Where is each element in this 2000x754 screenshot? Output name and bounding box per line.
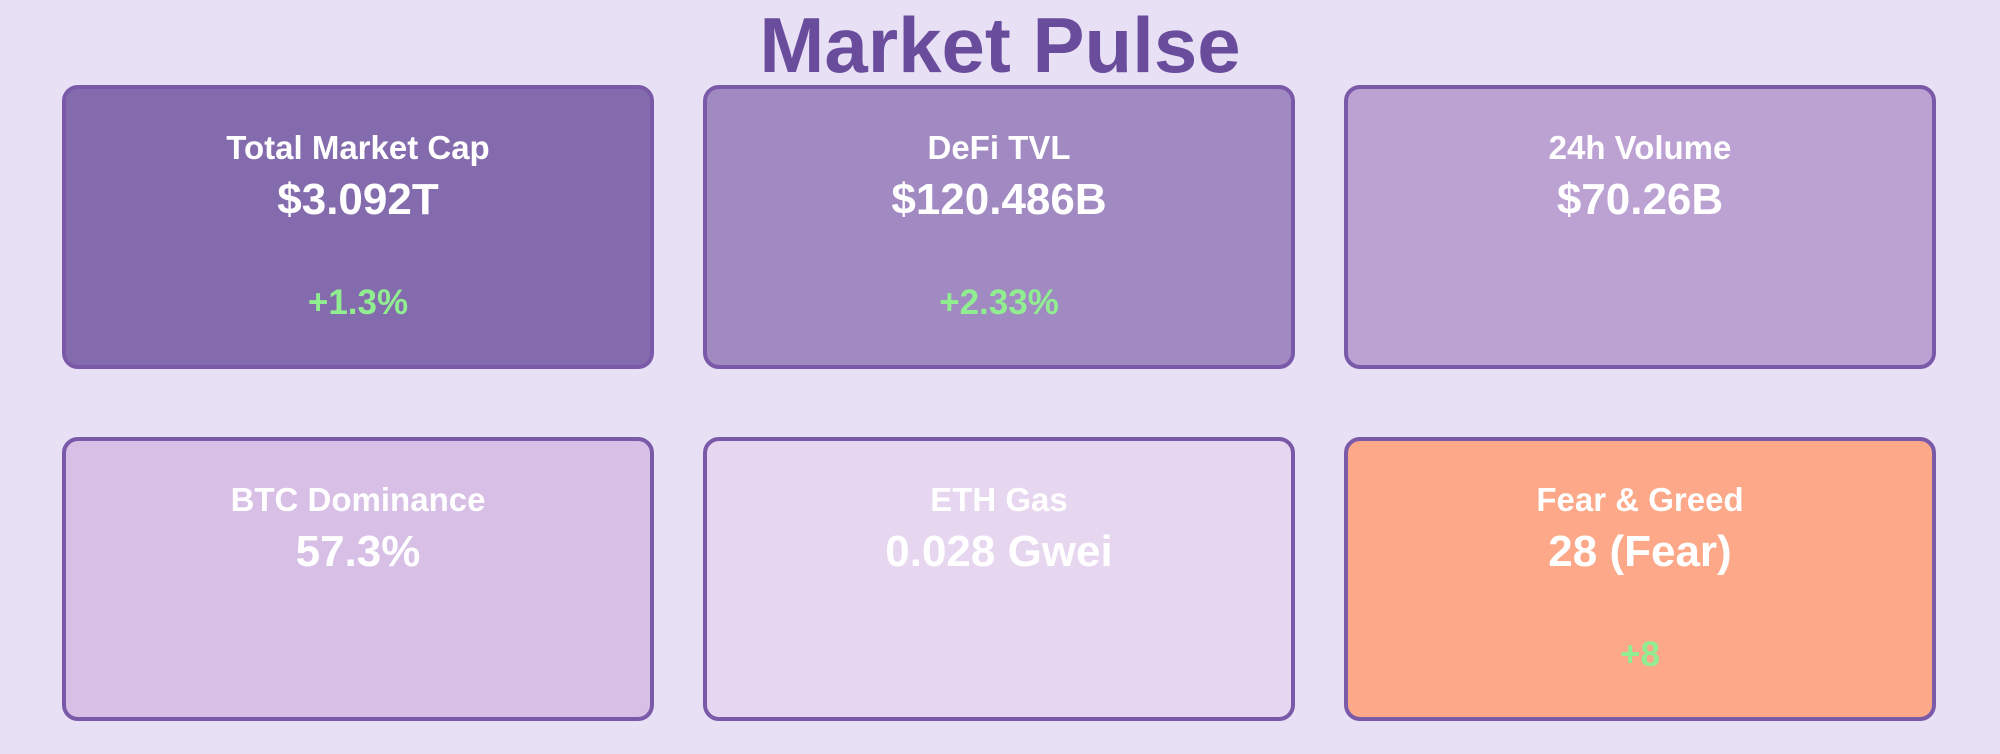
metric-value: 0.028 Gwei	[885, 527, 1113, 576]
metric-card: Fear & Greed 28 (Fear) +8	[1344, 437, 1936, 721]
metric-value: 28 (Fear)	[1548, 527, 1732, 576]
metric-label: Total Market Cap	[226, 129, 490, 166]
metric-change: +8	[1620, 635, 1660, 674]
metric-card: Total Market Cap $3.092T +1.3%	[62, 85, 654, 369]
metric-card: 24h Volume $70.26B	[1344, 85, 1936, 369]
metric-card: ETH Gas 0.028 Gwei	[703, 437, 1295, 721]
metric-value: $70.26B	[1556, 175, 1724, 224]
metric-card: BTC Dominance 57.3%	[62, 437, 654, 721]
metric-label: DeFi TVL	[927, 129, 1071, 166]
metric-label: Fear & Greed	[1536, 481, 1744, 518]
metric-label: ETH Gas	[930, 481, 1068, 518]
metric-card: DeFi TVL $120.486B +2.33%	[703, 85, 1295, 369]
metric-change: +1.3%	[307, 283, 409, 322]
dashboard-title: Market Pulse	[759, 1, 1241, 89]
metric-change: +2.33%	[939, 283, 1059, 322]
metric-value: $120.486B	[891, 175, 1107, 224]
metric-label: 24h Volume	[1548, 129, 1732, 166]
metric-value: 57.3%	[295, 527, 421, 576]
metric-value: $3.092T	[277, 175, 439, 224]
metric-label: BTC Dominance	[230, 481, 486, 518]
